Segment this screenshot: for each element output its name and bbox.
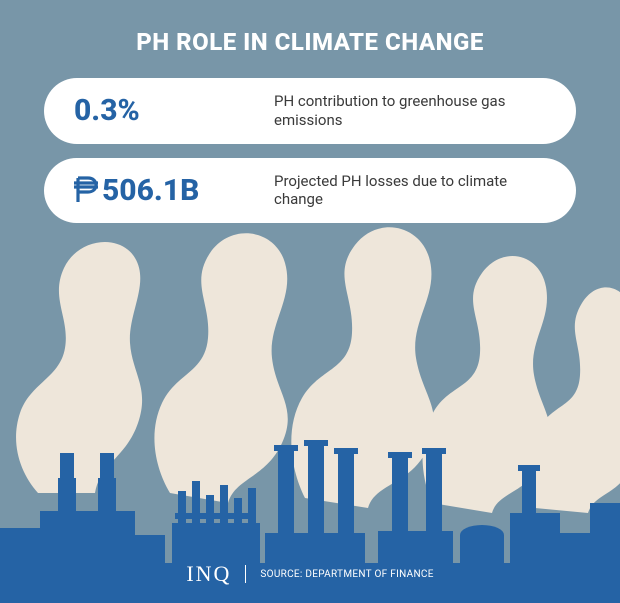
stat-number: 0.3% (74, 93, 140, 128)
stat-value: 506.1B (74, 173, 254, 208)
footer: INQ SOURCE: DEPARTMENT OF FINANCE (0, 561, 620, 587)
smoke-group (16, 227, 620, 513)
stat-value: 0.3% (74, 93, 254, 128)
peso-icon (74, 176, 98, 204)
factory-illustration (0, 213, 620, 603)
footer-divider (245, 565, 246, 583)
stat-pill: 0.3% PH contribution to greenhouse gas e… (44, 78, 576, 144)
stat-pill: 506.1B Projected PH losses due to climat… (44, 158, 576, 224)
stat-description: PH contribution to greenhouse gas emissi… (274, 92, 548, 130)
infographic-container: PH ROLE IN CLIMATE CHANGE 0.3% PH contri… (0, 0, 620, 603)
stat-number: 506.1B (102, 173, 199, 208)
infographic-title: PH ROLE IN CLIMATE CHANGE (0, 0, 620, 78)
publisher-logo: INQ (186, 561, 231, 587)
stat-description: Projected PH losses due to climate chang… (274, 172, 548, 210)
stat-pills: 0.3% PH contribution to greenhouse gas e… (0, 78, 620, 223)
source-text: SOURCE: DEPARTMENT OF FINANCE (260, 569, 433, 580)
